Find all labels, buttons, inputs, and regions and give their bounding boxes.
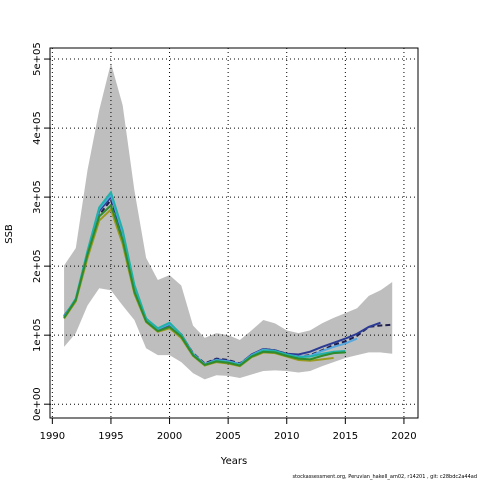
confidence-band <box>64 63 393 380</box>
x-tick-label: 2020 <box>391 431 416 442</box>
x-tick-label: 2015 <box>333 431 358 442</box>
x-tick-label: 1990 <box>40 431 65 442</box>
y-tick-label: 2e+05 <box>32 249 43 283</box>
y-tick-label: 5e+05 <box>32 42 43 76</box>
plot-frame <box>49 47 419 419</box>
series-line <box>63 203 346 367</box>
x-tick-label: 1995 <box>98 431 123 442</box>
x-tick-label: 2000 <box>157 431 182 442</box>
y-tick-label: 3e+05 <box>32 180 43 214</box>
y-tick-label: 0e+00 <box>32 387 43 421</box>
footnote: stockassessment.org, Peruvian_hakeII_am0… <box>292 474 477 480</box>
y-tick-label: 1e+05 <box>32 318 43 352</box>
y-tick-label: 4e+05 <box>32 111 43 145</box>
x-axis-label: Years <box>220 456 247 467</box>
x-tick-label: 2010 <box>274 431 299 442</box>
x-tick-label: 2005 <box>215 431 240 442</box>
y-axis-label: SSB <box>4 224 15 244</box>
